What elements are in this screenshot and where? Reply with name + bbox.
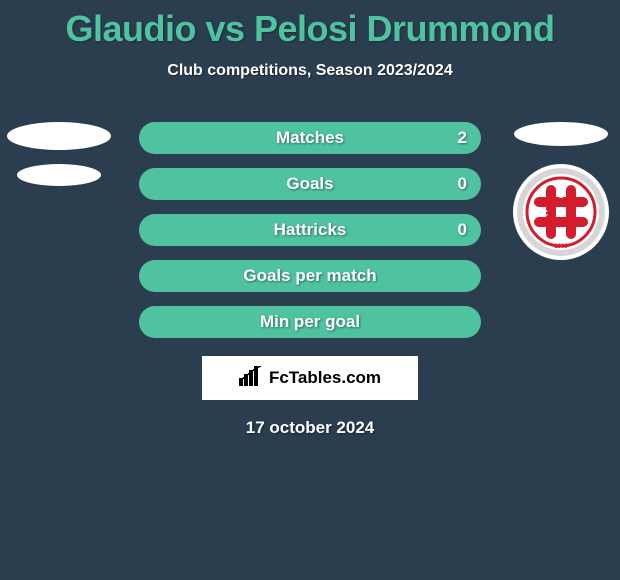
right-avatar-placeholder bbox=[514, 122, 608, 146]
stat-bars: Matches 2 Goals 0 Hattricks 0 Goals per … bbox=[139, 122, 481, 338]
left-avatar-placeholder-1 bbox=[7, 122, 111, 150]
infographic-root: Glaudio vs Pelosi Drummond Club competit… bbox=[0, 0, 620, 580]
right-player-column: S C I 1909 bbox=[506, 122, 616, 262]
stat-label: Hattricks bbox=[139, 220, 481, 240]
stat-value-right: 0 bbox=[458, 220, 467, 240]
date-text: 17 october 2024 bbox=[0, 418, 620, 438]
svg-text:S: S bbox=[558, 191, 564, 200]
left-player-column bbox=[4, 122, 114, 186]
watermark-box: FcTables.com bbox=[202, 356, 418, 400]
subtitle: Club competitions, Season 2023/2024 bbox=[0, 62, 620, 80]
stat-bar-goals-per-match: Goals per match bbox=[139, 260, 481, 292]
stat-label: Goals bbox=[139, 174, 481, 194]
left-avatar-placeholder-2 bbox=[17, 164, 101, 186]
stat-value-right: 2 bbox=[458, 128, 467, 148]
stat-label: Min per goal bbox=[139, 312, 481, 332]
stat-bar-hattricks: Hattricks 0 bbox=[139, 214, 481, 246]
stat-bar-min-per-goal: Min per goal bbox=[139, 306, 481, 338]
chart-bars-icon bbox=[239, 366, 263, 391]
page-title: Glaudio vs Pelosi Drummond bbox=[0, 0, 620, 50]
stat-bar-matches: Matches 2 bbox=[139, 122, 481, 154]
svg-text:C: C bbox=[542, 209, 548, 218]
stat-label: Goals per match bbox=[139, 266, 481, 286]
svg-text:I: I bbox=[576, 209, 578, 218]
club-badge-icon: S C I 1909 bbox=[511, 162, 611, 262]
stats-area: S C I 1909 Matches 2 Goals 0 bbox=[0, 122, 620, 338]
svg-text:1909: 1909 bbox=[554, 244, 568, 250]
watermark-text: FcTables.com bbox=[269, 368, 381, 388]
stat-bar-goals: Goals 0 bbox=[139, 168, 481, 200]
stat-value-right: 0 bbox=[458, 174, 467, 194]
stat-label: Matches bbox=[139, 128, 481, 148]
